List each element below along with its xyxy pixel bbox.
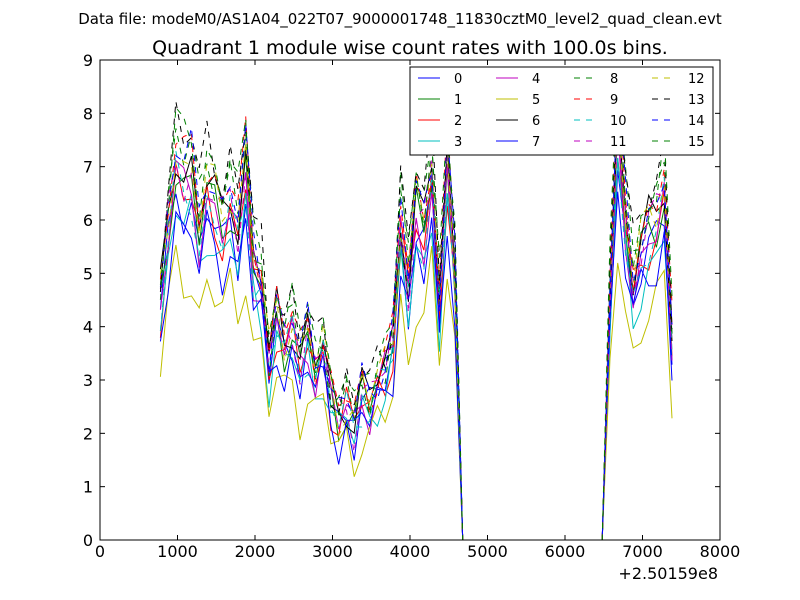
series-line-14 (159, 85, 673, 540)
series-layer (159, 69, 673, 540)
x-tick-label: 6000 (545, 542, 586, 561)
series-line-9 (159, 70, 673, 540)
legend-label-4: 4 (532, 72, 540, 87)
legend-label-14: 14 (688, 114, 705, 129)
legend-box (409, 66, 714, 156)
y-tick-label: 0 (83, 531, 93, 550)
x-tick-label: 3000 (312, 542, 353, 561)
legend-label-11: 11 (610, 135, 627, 150)
series-line-8 (159, 97, 673, 540)
y-tick-label: 8 (83, 104, 93, 123)
series-line-5 (159, 244, 673, 540)
chart-suptitle: Data file: modeM0/AS1A04_022T07_90000017… (78, 10, 722, 29)
legend-label-7: 7 (532, 135, 540, 150)
series-line-3 (159, 158, 673, 540)
series-line-12 (159, 107, 673, 540)
x-tick-label: 7000 (622, 542, 663, 561)
legend-label-12: 12 (688, 72, 705, 87)
y-tick-label: 6 (83, 211, 93, 230)
legend-label-2: 2 (454, 114, 462, 129)
axis-layer: 0 1000 2000 3000 4000 5000 6000 7000 80000123456… (83, 51, 741, 561)
chart-title: Quadrant 1 module wise count rates with … (152, 37, 668, 59)
x-tick-label: 4000 (390, 542, 431, 561)
y-tick-label: 3 (83, 371, 93, 390)
x-tick-label: 5000 (467, 542, 508, 561)
x-offset-label: +2.50159e8 (618, 564, 718, 583)
legend-label-9: 9 (610, 93, 618, 108)
series-line-2 (159, 158, 673, 540)
legend-label-6: 6 (532, 114, 540, 129)
y-tick-label: 9 (83, 51, 93, 70)
y-tick-label: 5 (83, 264, 93, 283)
x-tick-label: 8000 (700, 542, 741, 561)
legend-label-10: 10 (610, 114, 627, 129)
legend-label-15: 15 (688, 135, 705, 150)
x-tick-label: 2000 (235, 542, 276, 561)
legend-label-3: 3 (454, 135, 462, 150)
y-tick-label: 2 (83, 424, 93, 443)
legend-label-5: 5 (532, 93, 540, 108)
series-line-10 (159, 151, 673, 540)
legend-label-1: 1 (454, 93, 462, 108)
legend-label-0: 0 (454, 72, 462, 87)
series-line-0 (159, 170, 673, 540)
legend-label-8: 8 (610, 72, 618, 87)
y-tick-label: 1 (83, 478, 93, 497)
series-line-4 (159, 125, 673, 540)
y-tick-label: 7 (83, 158, 93, 177)
x-tick-label: 0 (95, 542, 105, 561)
legend-label-13: 13 (688, 93, 705, 108)
y-tick-label: 4 (83, 318, 93, 337)
series-line-11 (159, 132, 673, 540)
series-line-15 (159, 69, 673, 540)
series-line-7 (159, 191, 673, 540)
x-tick-label: 1000 (157, 542, 198, 561)
